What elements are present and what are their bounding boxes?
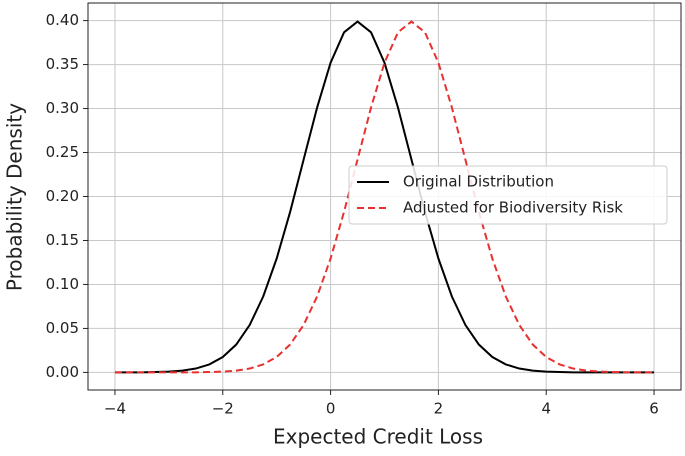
x-tick-label: 4 — [541, 400, 551, 418]
legend-box — [348, 165, 668, 225]
y-tick-label: 0.40 — [46, 11, 79, 29]
plot-frame — [87, 2, 682, 391]
y-tick-label: 0.05 — [46, 319, 79, 337]
y-axis-label: Probability Density — [3, 103, 27, 291]
x-tick-label: 6 — [649, 400, 659, 418]
x-axis-label: Expected Credit Loss — [273, 425, 483, 449]
line — [114, 20, 655, 374]
legend-label: Original Distribution — [403, 173, 554, 191]
y-tick-label: 0.20 — [46, 187, 79, 205]
y-tick-label: 0.15 — [46, 231, 79, 249]
x-tick-label: 2 — [434, 400, 444, 418]
line — [114, 20, 655, 374]
y-tick-label: 0.30 — [46, 99, 79, 117]
x-tick-label: 0 — [326, 400, 336, 418]
legend: Original Distribution Adjusted for Biodiv… — [348, 165, 668, 225]
x-tick-label: −4 — [104, 400, 126, 418]
legend-label: Adjusted for Biodiversity Risk — [403, 199, 623, 217]
y-tick-label: 0.25 — [46, 143, 79, 161]
x-tick-label: −2 — [212, 400, 234, 418]
y-tick-label: 0.35 — [46, 55, 79, 73]
y-tick-label: 0.00 — [46, 363, 79, 381]
y-tick-label: 0.10 — [46, 275, 79, 293]
